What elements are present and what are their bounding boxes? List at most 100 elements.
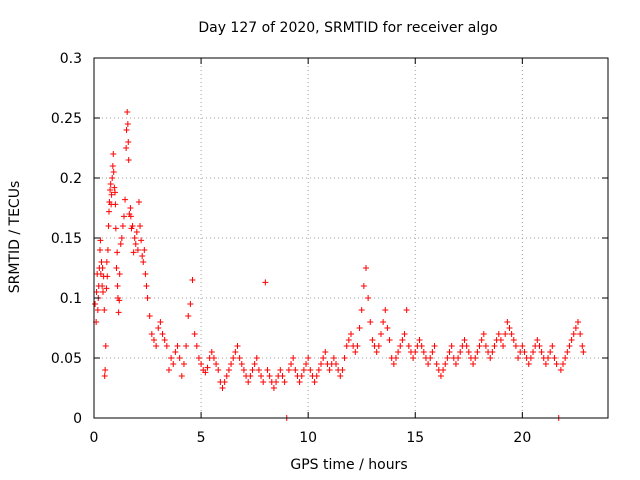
data-point xyxy=(112,201,119,208)
data-point xyxy=(482,343,489,349)
data-point xyxy=(251,361,258,367)
data-point xyxy=(425,361,432,367)
data-point xyxy=(124,109,131,115)
data-point xyxy=(403,307,410,313)
data-point xyxy=(326,367,333,373)
data-point xyxy=(480,331,487,337)
data-point xyxy=(564,349,571,355)
data-point xyxy=(165,367,172,373)
data-point xyxy=(356,325,363,331)
data-point xyxy=(343,343,350,349)
data-point xyxy=(525,361,532,367)
y-tick-label: 0 xyxy=(73,411,82,427)
data-point xyxy=(96,247,103,253)
data-point xyxy=(245,379,252,385)
data-point xyxy=(161,337,168,343)
data-point xyxy=(298,373,305,379)
data-point xyxy=(131,235,138,241)
data-point xyxy=(352,349,359,355)
data-point xyxy=(290,355,297,361)
y-tick-label: 0.3 xyxy=(60,51,82,67)
data-point xyxy=(474,349,481,355)
data-point xyxy=(99,283,106,289)
data-point xyxy=(365,295,372,301)
data-point xyxy=(377,331,384,337)
data-point xyxy=(339,367,346,373)
data-point xyxy=(305,355,312,361)
data-point xyxy=(333,361,340,367)
data-point xyxy=(527,355,534,361)
data-point xyxy=(150,337,157,343)
x-tick-label: 10 xyxy=(299,430,317,446)
y-tick-label: 0.2 xyxy=(60,171,82,187)
data-point xyxy=(427,355,434,361)
data-point xyxy=(452,361,459,367)
data-point xyxy=(369,337,376,343)
data-point xyxy=(202,369,209,376)
data-point xyxy=(127,205,134,211)
data-point xyxy=(208,349,215,355)
data-point xyxy=(258,373,265,379)
data-point xyxy=(551,355,558,361)
data-point xyxy=(465,349,472,355)
data-point xyxy=(168,355,175,361)
data-point xyxy=(102,367,109,373)
data-point xyxy=(358,307,365,313)
data-point xyxy=(140,259,147,265)
data-point xyxy=(337,373,344,379)
data-point xyxy=(557,367,564,373)
data-point xyxy=(318,361,325,367)
data-point xyxy=(277,367,284,373)
data-point xyxy=(311,379,318,385)
data-point xyxy=(116,297,123,304)
data-point xyxy=(118,235,125,241)
data-point xyxy=(341,355,348,361)
x-tick-label: 5 xyxy=(197,430,206,446)
data-point xyxy=(495,331,502,337)
x-tick-label: 15 xyxy=(406,430,424,446)
data-point xyxy=(345,337,352,343)
data-point xyxy=(512,343,519,349)
data-point xyxy=(232,349,239,355)
data-point xyxy=(392,355,399,361)
data-point xyxy=(142,271,149,277)
data-point xyxy=(270,385,277,391)
data-point xyxy=(367,319,374,325)
data-point xyxy=(105,223,112,229)
data-point xyxy=(515,355,522,361)
data-point xyxy=(510,337,517,343)
data-point xyxy=(375,343,382,349)
data-point xyxy=(193,343,200,349)
data-point xyxy=(183,343,190,349)
data-point xyxy=(132,241,139,247)
data-point xyxy=(433,361,440,367)
data-point xyxy=(97,237,104,244)
data-point xyxy=(204,364,211,371)
data-point xyxy=(157,319,164,325)
data-point xyxy=(146,313,153,319)
data-point xyxy=(105,208,112,215)
data-point xyxy=(102,343,109,349)
data-point xyxy=(113,265,120,271)
data-point xyxy=(264,367,271,373)
data-point xyxy=(463,343,470,349)
data-point xyxy=(221,379,228,385)
data-point xyxy=(566,343,573,349)
data-point xyxy=(472,355,479,361)
data-point xyxy=(191,331,198,337)
data-point xyxy=(281,379,288,385)
data-point xyxy=(416,337,423,343)
data-point xyxy=(129,223,136,229)
data-point xyxy=(313,373,320,379)
data-point xyxy=(234,343,241,349)
data-point xyxy=(141,247,148,253)
grid-lines xyxy=(94,58,608,418)
data-point xyxy=(442,361,449,367)
data-point xyxy=(504,319,511,325)
data-point xyxy=(266,373,273,379)
data-point xyxy=(249,367,256,373)
data-point xyxy=(303,361,310,367)
data-point xyxy=(390,361,397,367)
data-point xyxy=(412,349,419,355)
